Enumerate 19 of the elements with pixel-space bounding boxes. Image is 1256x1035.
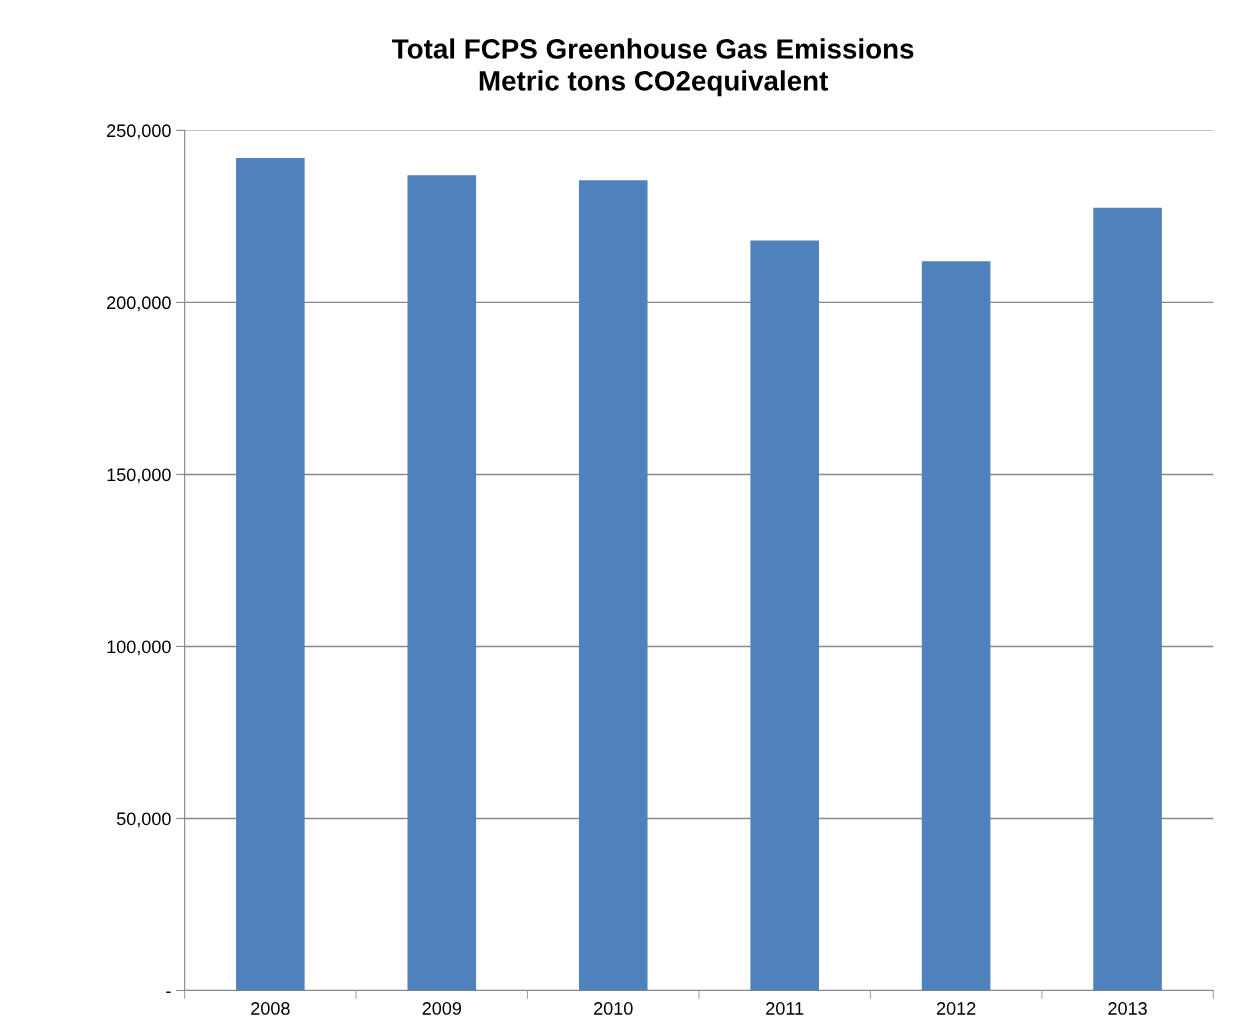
bar	[236, 157, 305, 991]
x-tick-label: 2013	[1108, 1002, 1147, 1015]
y-tick-label: 150,000	[107, 468, 171, 484]
y-tick-label: 200,000	[107, 296, 171, 312]
x-tick-label: 2010	[594, 1002, 633, 1015]
bar	[921, 261, 991, 991]
y-tick-label: 250,000	[107, 124, 171, 140]
x-tick-label: 2012	[936, 1002, 976, 1015]
bar	[578, 180, 648, 991]
x-tick-label: 2008	[251, 1002, 290, 1015]
bar	[1093, 207, 1162, 991]
chart-title: Total FCPS Greenhouse Gas Emissions Metric tons CO2equivalent	[392, 38, 914, 97]
bar	[750, 240, 819, 991]
bar	[407, 175, 477, 991]
x-tick-label: 2009	[422, 1002, 462, 1015]
y-tick-label: -	[166, 991, 171, 993]
y-tick-label: 100,000	[107, 640, 171, 656]
x-tick-label: 2011	[766, 1002, 804, 1015]
y-tick-label: 50,000	[116, 812, 171, 828]
